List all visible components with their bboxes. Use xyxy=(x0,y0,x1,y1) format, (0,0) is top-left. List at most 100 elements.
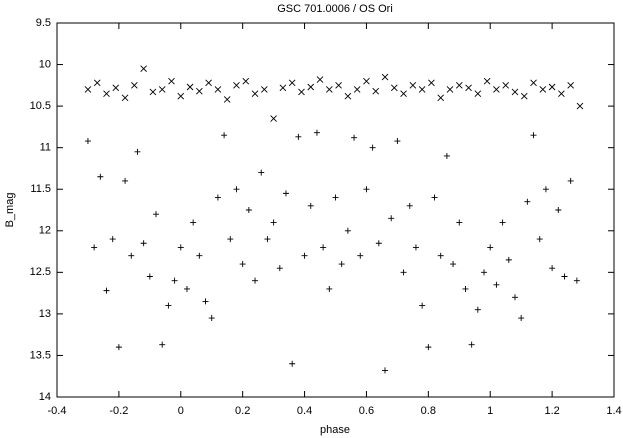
data-point xyxy=(549,265,556,272)
data-point xyxy=(353,86,361,93)
data-point xyxy=(103,90,110,97)
data-point xyxy=(326,285,333,292)
data-point xyxy=(307,83,315,91)
data-point xyxy=(196,252,203,259)
data-point xyxy=(382,367,389,374)
data-point xyxy=(567,177,574,184)
x-tick-label: 0.2 xyxy=(235,405,250,417)
data-point xyxy=(122,177,129,184)
data-point xyxy=(313,129,320,136)
data-point xyxy=(487,244,494,251)
data-point xyxy=(338,261,345,268)
data-point xyxy=(282,190,289,197)
data-point xyxy=(450,261,457,268)
data-point xyxy=(252,277,259,284)
x-tick-label: -0.2 xyxy=(109,405,128,417)
y-tick-label: 13 xyxy=(39,308,51,320)
data-point xyxy=(258,169,265,176)
data-point xyxy=(542,186,549,193)
data-point xyxy=(518,315,525,322)
data-point xyxy=(214,194,221,201)
data-point xyxy=(134,148,141,155)
data-point xyxy=(363,186,370,193)
x-tick-label: 1.4 xyxy=(606,405,621,417)
data-point xyxy=(208,315,215,322)
data-point xyxy=(93,79,101,87)
data-point xyxy=(91,244,98,251)
y-tick-label: 10 xyxy=(39,58,51,70)
data-point xyxy=(298,88,305,96)
data-point xyxy=(462,285,469,292)
data-point xyxy=(437,94,445,102)
data-point xyxy=(409,82,417,89)
data-point xyxy=(239,261,246,268)
data-point xyxy=(109,236,116,243)
data-point xyxy=(400,90,407,97)
data-point xyxy=(357,252,364,259)
data-point xyxy=(394,138,401,145)
data-point xyxy=(84,86,92,93)
data-point xyxy=(307,202,314,209)
data-point xyxy=(270,219,277,226)
data-point xyxy=(530,79,537,87)
data-point xyxy=(555,207,562,213)
data-point xyxy=(103,287,110,294)
data-point xyxy=(502,82,510,89)
data-point xyxy=(214,86,222,93)
data-point xyxy=(84,138,91,145)
data-point xyxy=(465,84,472,92)
plot-frame xyxy=(56,22,615,398)
data-point xyxy=(233,82,240,89)
data-point xyxy=(97,173,104,180)
data-point xyxy=(455,82,463,89)
data-point xyxy=(121,94,129,102)
data-point xyxy=(428,79,435,87)
data-point xyxy=(335,82,342,89)
data-point xyxy=(149,88,157,96)
data-point xyxy=(270,115,277,122)
data-point xyxy=(419,302,426,309)
data-point xyxy=(112,84,120,92)
x-tick-label: 1 xyxy=(487,405,493,417)
x-tick-label: 1.2 xyxy=(544,405,559,417)
data-point xyxy=(316,76,324,83)
data-point xyxy=(351,134,358,141)
data-point xyxy=(344,92,352,100)
data-point xyxy=(530,132,537,139)
data-point xyxy=(320,244,327,251)
data-point xyxy=(146,273,153,280)
data-point xyxy=(115,344,122,351)
data-point xyxy=(505,256,512,263)
data-point xyxy=(388,215,395,222)
data-point xyxy=(576,102,584,110)
data-point xyxy=(128,252,135,259)
data-point xyxy=(400,269,407,276)
y-tick-label: 9.5 xyxy=(36,17,51,29)
data-point xyxy=(177,244,184,251)
data-point xyxy=(425,344,432,351)
data-point xyxy=(406,202,413,209)
data-point xyxy=(295,133,302,140)
data-point xyxy=(251,90,259,97)
data-point xyxy=(511,88,519,96)
data-point xyxy=(468,341,475,348)
x-tick-label: 0.4 xyxy=(297,405,312,417)
data-point xyxy=(456,219,463,226)
data-point xyxy=(140,65,147,73)
data-point xyxy=(261,86,268,93)
data-point xyxy=(264,236,271,243)
data-point xyxy=(205,79,212,87)
data-point xyxy=(381,73,389,81)
data-point xyxy=(177,92,185,100)
data-point xyxy=(221,132,228,139)
data-point xyxy=(242,77,250,85)
data-point xyxy=(561,273,568,280)
x-tick-label: 0.6 xyxy=(359,405,374,417)
x-tick-label: 0.8 xyxy=(421,405,436,417)
y-axis-label: B_mag xyxy=(4,193,16,228)
data-point xyxy=(131,82,138,89)
data-point xyxy=(276,265,283,272)
data-point xyxy=(558,90,565,97)
data-point xyxy=(301,252,308,259)
